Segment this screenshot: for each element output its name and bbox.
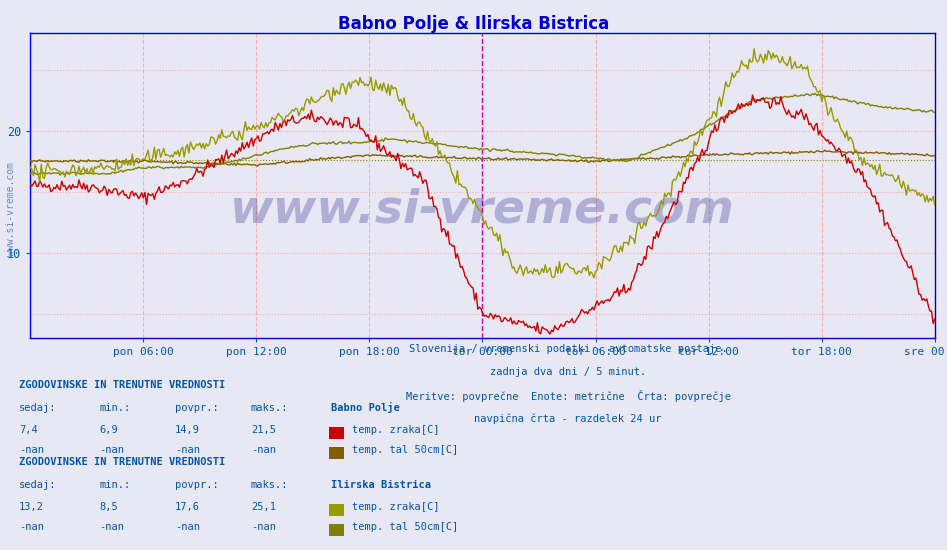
Text: temp. tal 50cm[C]: temp. tal 50cm[C] bbox=[352, 444, 458, 455]
Text: -nan: -nan bbox=[175, 521, 200, 532]
Text: maks.:: maks.: bbox=[251, 403, 289, 413]
Text: navpična črta - razdelek 24 ur: navpična črta - razdelek 24 ur bbox=[474, 413, 662, 424]
Text: 13,2: 13,2 bbox=[19, 502, 44, 512]
Text: -nan: -nan bbox=[19, 521, 44, 532]
Text: 21,5: 21,5 bbox=[251, 425, 276, 435]
Text: -nan: -nan bbox=[99, 521, 124, 532]
Text: ZGODOVINSKE IN TRENUTNE VREDNOSTI: ZGODOVINSKE IN TRENUTNE VREDNOSTI bbox=[19, 456, 225, 467]
Text: -nan: -nan bbox=[251, 444, 276, 455]
Text: povpr.:: povpr.: bbox=[175, 480, 219, 490]
Text: -nan: -nan bbox=[19, 444, 44, 455]
Text: min.:: min.: bbox=[99, 480, 131, 490]
Text: 14,9: 14,9 bbox=[175, 425, 200, 435]
Text: Slovenija / vremenski podatki - avtomatske postaje.: Slovenija / vremenski podatki - avtomats… bbox=[409, 344, 727, 354]
Text: temp. tal 50cm[C]: temp. tal 50cm[C] bbox=[352, 521, 458, 532]
Text: 17,6: 17,6 bbox=[175, 502, 200, 512]
Text: Meritve: povprečne  Enote: metrične  Črta: povprečje: Meritve: povprečne Enote: metrične Črta:… bbox=[405, 390, 731, 402]
Text: sedaj:: sedaj: bbox=[19, 480, 57, 490]
Text: Ilirska Bistrica: Ilirska Bistrica bbox=[331, 480, 432, 490]
Text: ZGODOVINSKE IN TRENUTNE VREDNOSTI: ZGODOVINSKE IN TRENUTNE VREDNOSTI bbox=[19, 379, 225, 390]
Text: 7,4: 7,4 bbox=[19, 425, 38, 435]
Text: temp. zraka[C]: temp. zraka[C] bbox=[352, 502, 439, 512]
Text: -nan: -nan bbox=[251, 521, 276, 532]
Text: 8,5: 8,5 bbox=[99, 502, 118, 512]
Text: 25,1: 25,1 bbox=[251, 502, 276, 512]
Text: Babno Polje: Babno Polje bbox=[331, 402, 401, 413]
Text: -nan: -nan bbox=[175, 444, 200, 455]
Text: www.si-vreme.com: www.si-vreme.com bbox=[230, 188, 735, 233]
Text: zadnja dva dni / 5 minut.: zadnja dva dni / 5 minut. bbox=[491, 367, 646, 377]
Text: Babno Polje & Ilirska Bistrica: Babno Polje & Ilirska Bistrica bbox=[338, 15, 609, 34]
Text: -nan: -nan bbox=[99, 444, 124, 455]
Text: www.si-vreme.com: www.si-vreme.com bbox=[7, 162, 16, 256]
Text: 6,9: 6,9 bbox=[99, 425, 118, 435]
Text: min.:: min.: bbox=[99, 403, 131, 413]
Text: maks.:: maks.: bbox=[251, 480, 289, 490]
Text: povpr.:: povpr.: bbox=[175, 403, 219, 413]
Text: sedaj:: sedaj: bbox=[19, 403, 57, 413]
Text: temp. zraka[C]: temp. zraka[C] bbox=[352, 425, 439, 435]
